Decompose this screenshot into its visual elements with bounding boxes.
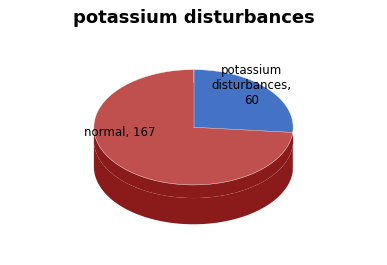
Text: normal, 167: normal, 167 [84, 126, 156, 139]
Ellipse shape [94, 83, 293, 198]
Polygon shape [94, 141, 293, 224]
Text: potassium
disturbances,
60: potassium disturbances, 60 [211, 64, 291, 107]
Text: potassium disturbances: potassium disturbances [73, 9, 314, 27]
Polygon shape [94, 70, 293, 185]
Polygon shape [194, 70, 293, 132]
